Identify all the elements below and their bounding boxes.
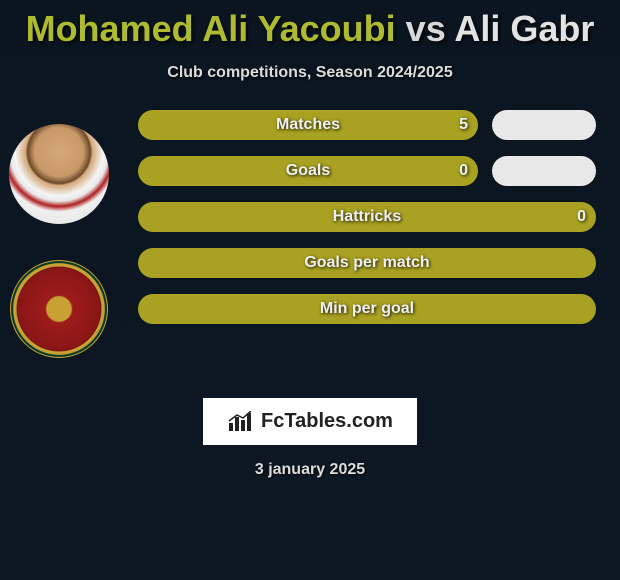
stat-row: Goals per match (138, 248, 596, 278)
stat-bars: Matches5 Goals0 Hattricks0 Goals per match M… (138, 110, 596, 324)
player1-name: Mohamed Ali Yacoubi (26, 8, 396, 49)
brand-box: FcTables.com (203, 398, 417, 445)
stat-value-left: 0 (459, 156, 468, 186)
player1-club-badge (10, 260, 108, 358)
stat-value-left: 5 (459, 110, 468, 140)
comparison-content: Matches5 Goals0 Hattricks0 Goals per match M… (0, 110, 620, 390)
stat-bar-left (138, 156, 478, 186)
chart-icon (227, 411, 253, 433)
stat-bar-left (138, 110, 478, 140)
subtitle: Club competitions, Season 2024/2025 (0, 64, 620, 82)
footer: FcTables.com 3 january 2025 (0, 398, 620, 479)
stat-bar-right (492, 110, 596, 140)
stat-value-left: 0 (577, 202, 586, 232)
stat-row: Min per goal (138, 294, 596, 324)
left-player-column (4, 110, 114, 358)
stat-bar-left (138, 202, 596, 232)
stat-bar-right (492, 156, 596, 186)
player1-avatar (9, 124, 109, 224)
stat-bar-left (138, 248, 596, 278)
vs-text: vs (406, 8, 446, 49)
stat-row: Hattricks0 (138, 202, 596, 232)
stat-row: Matches5 (138, 110, 478, 140)
date-text: 3 january 2025 (255, 461, 365, 479)
stat-row: Goals0 (138, 156, 478, 186)
stat-bar-left (138, 294, 596, 324)
comparison-title: Mohamed Ali Yacoubi vs Ali Gabr (0, 0, 620, 50)
player2-name: Ali Gabr (454, 8, 594, 49)
brand-text: FcTables.com (261, 410, 393, 433)
